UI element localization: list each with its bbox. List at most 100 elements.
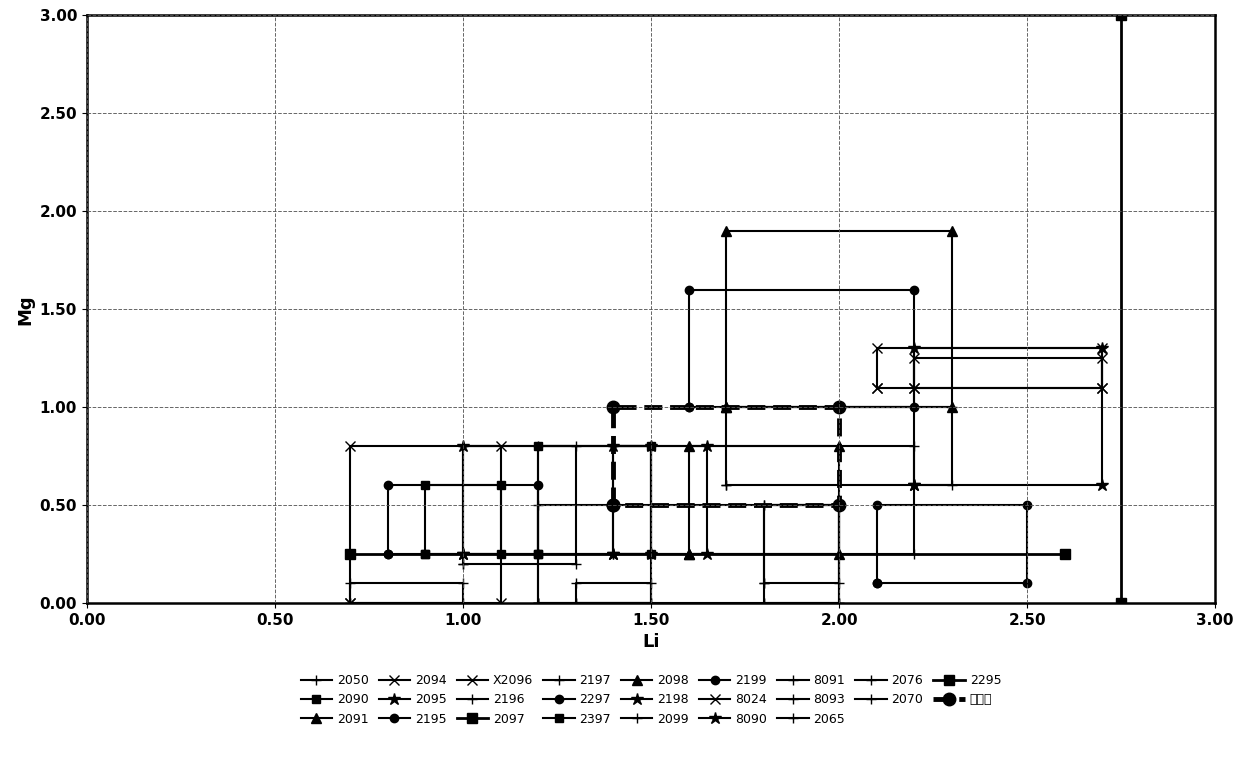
2197: [832, 500, 847, 509]
2198: [644, 550, 658, 559]
8093: [455, 579, 470, 588]
Y-axis label: Mg: Mg: [16, 294, 33, 325]
2297: [869, 579, 884, 588]
2050: [568, 441, 583, 451]
2076: [832, 598, 847, 608]
本发明: [832, 500, 847, 509]
2094: [494, 598, 508, 608]
X2096: [906, 383, 921, 392]
Line: 2198: 2198: [456, 440, 657, 560]
8024: [869, 344, 884, 353]
2297: [1019, 579, 1034, 588]
2095: [606, 441, 621, 451]
2070: [568, 598, 583, 608]
2397: [531, 550, 546, 559]
2094: [342, 598, 357, 608]
2297: [1019, 500, 1034, 509]
8091: [945, 481, 960, 490]
2098: [681, 550, 696, 559]
8024: [1095, 383, 1110, 392]
2199: [906, 403, 921, 412]
X2096: [906, 353, 921, 363]
Line: 8090: 8090: [908, 342, 1109, 492]
8091: [945, 403, 960, 412]
8091: [719, 403, 734, 412]
2091: [945, 403, 960, 412]
2196: [906, 550, 921, 559]
8093: [342, 598, 357, 608]
2297: [869, 579, 884, 588]
Line: 2099: 2099: [759, 500, 844, 588]
8024: [869, 383, 884, 392]
8093: [455, 598, 470, 608]
2070: [568, 579, 583, 588]
2099: [756, 579, 771, 588]
2198: [455, 441, 470, 451]
2094: [494, 441, 508, 451]
2198: [455, 550, 470, 559]
2098: [681, 441, 696, 451]
2050: [455, 559, 470, 568]
8090: [1095, 344, 1110, 353]
2076: [531, 500, 546, 509]
Line: 2197: 2197: [759, 500, 844, 608]
2098: [832, 441, 847, 451]
Line: 2091: 2091: [722, 226, 957, 412]
2197: [832, 598, 847, 608]
Line: 2199: 2199: [684, 285, 919, 411]
Line: 2295: 2295: [345, 549, 1070, 559]
本发明: [606, 403, 621, 412]
2050: [568, 559, 583, 568]
本发明: [606, 500, 621, 509]
2095: [699, 550, 714, 559]
2199: [906, 285, 921, 295]
Line: 8093: 8093: [345, 578, 467, 608]
8090: [1095, 481, 1110, 490]
2050: [455, 441, 470, 451]
2098: [681, 550, 696, 559]
Line: 2095: 2095: [608, 440, 714, 560]
2196: [906, 441, 921, 451]
本发明: [832, 403, 847, 412]
8090: [906, 481, 921, 490]
2090: [418, 550, 433, 559]
8090: [906, 481, 921, 490]
2197: [756, 500, 771, 509]
2091: [719, 403, 734, 412]
2090: [494, 550, 508, 559]
Line: 2196: 2196: [609, 441, 919, 559]
X2096: [1095, 353, 1110, 363]
2195: [381, 550, 396, 559]
2397: [644, 441, 658, 451]
Line: 2098: 2098: [683, 441, 844, 559]
Line: 2076: 2076: [533, 500, 844, 608]
2197: [756, 598, 771, 608]
8093: [342, 579, 357, 588]
2195: [381, 481, 396, 490]
2091: [945, 226, 960, 236]
Line: 2297: 2297: [873, 501, 1032, 587]
Line: 2050: 2050: [458, 441, 580, 569]
8090: [906, 344, 921, 353]
2094: [342, 598, 357, 608]
2099: [756, 579, 771, 588]
Line: 2070: 2070: [570, 578, 656, 608]
2098: [832, 550, 847, 559]
2094: [342, 441, 357, 451]
2195: [531, 481, 546, 490]
2199: [681, 403, 696, 412]
2065: [644, 598, 658, 608]
2095: [606, 550, 621, 559]
2099: [756, 500, 771, 509]
2295: [1058, 550, 1073, 559]
Line: 8091: 8091: [722, 402, 957, 490]
2076: [531, 598, 546, 608]
2076: [531, 598, 546, 608]
2076: [832, 500, 847, 509]
2070: [568, 598, 583, 608]
2070: [644, 598, 658, 608]
2397: [644, 550, 658, 559]
Line: 8024: 8024: [872, 343, 1107, 393]
2297: [869, 500, 884, 509]
2198: [455, 550, 470, 559]
